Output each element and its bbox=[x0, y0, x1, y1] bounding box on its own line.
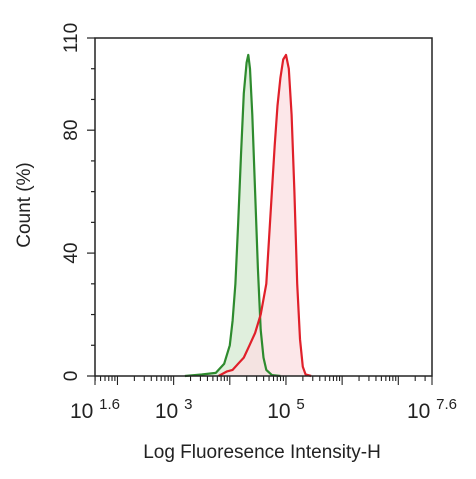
x-axis-label: Log Fluoresence Intensity-H bbox=[143, 442, 381, 463]
x-tick-label: 10 5 bbox=[267, 396, 305, 423]
y-tick-label: 110 bbox=[61, 23, 82, 53]
x-tick-label: 10 7.6 bbox=[407, 396, 457, 423]
series-0-line bbox=[184, 53, 281, 378]
series-0-area bbox=[184, 54, 281, 377]
y-axis-label: Count (%) bbox=[14, 162, 35, 248]
series-1-area bbox=[218, 54, 312, 377]
y-tick-label: 0 bbox=[61, 371, 82, 382]
x-tick-label: 10 3 bbox=[155, 396, 193, 423]
axes: 0 40 80 110 10 1.6 10 3 10 5 10 7.6 bbox=[61, 23, 457, 423]
series-1-line bbox=[218, 53, 312, 378]
y-tick-label: 40 bbox=[61, 243, 82, 264]
x-tick-label: 10 1.6 bbox=[70, 396, 120, 423]
y-tick-label: 80 bbox=[61, 120, 82, 141]
plot-area bbox=[184, 53, 312, 378]
